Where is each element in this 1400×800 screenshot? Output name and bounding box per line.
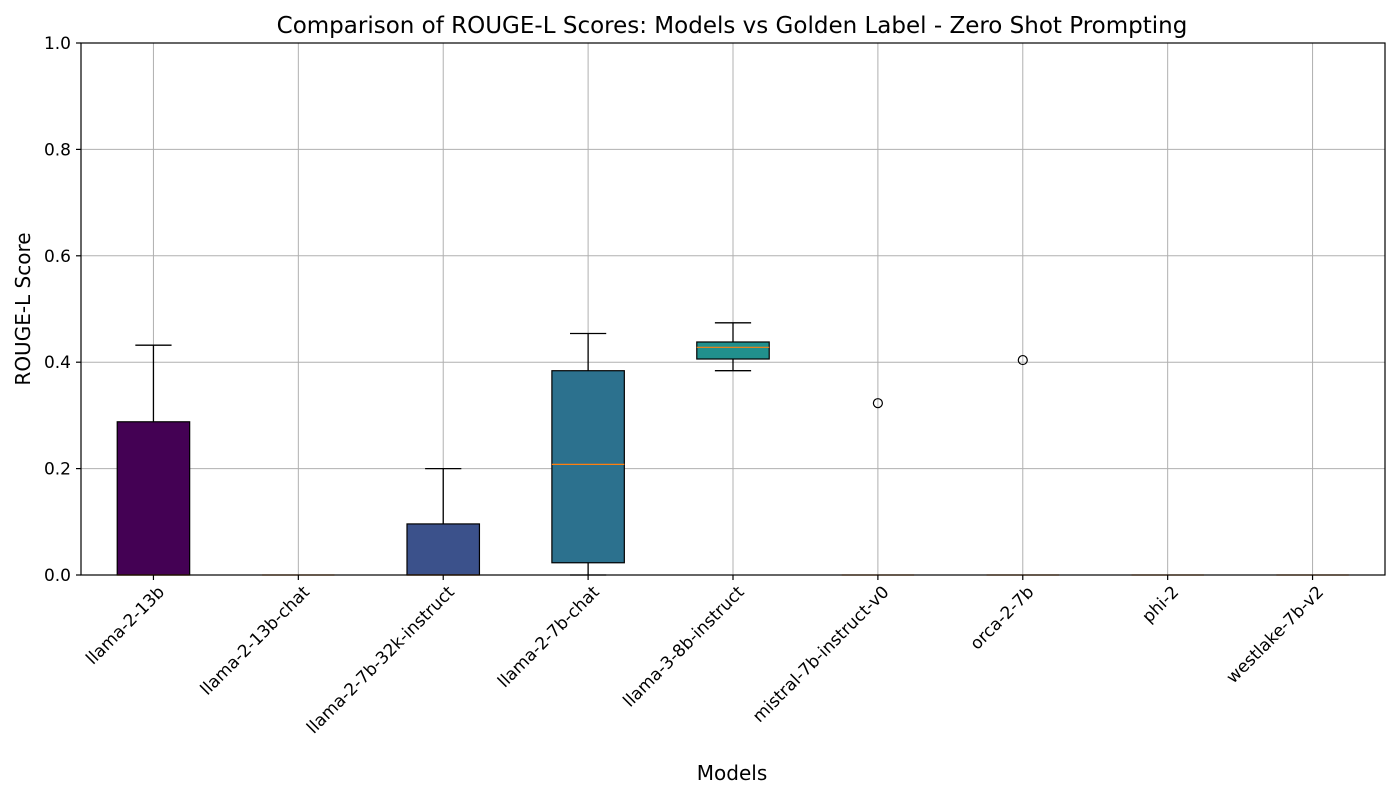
box-body bbox=[406, 523, 481, 576]
x-tick-label: orca-2-7b bbox=[967, 582, 1039, 654]
x-tick-label: llama-3-8b-instruct bbox=[620, 582, 749, 711]
outlier-point bbox=[872, 398, 883, 409]
y-tick-label: 1.0 bbox=[44, 34, 71, 54]
box-llama-2-13b bbox=[116, 344, 191, 576]
grid-layer bbox=[81, 42, 1385, 576]
x-tick-label: llama-2-7b-chat bbox=[494, 582, 604, 692]
y-tick-label: 0.6 bbox=[44, 247, 71, 267]
x-tick-label: phi-2 bbox=[1138, 582, 1183, 627]
x-tick-label: llama-2-7b-32k-instruct bbox=[303, 582, 459, 738]
y-axis-ticks: 0.0 0.2 0.4 0.6 0.8 1.0 bbox=[44, 34, 81, 586]
box-llama-3-8b-instruct bbox=[696, 322, 770, 372]
box-llama-2-7b-chat bbox=[551, 332, 625, 576]
chart-title: Comparison of ROUGE-L Scores: Models vs … bbox=[277, 13, 1188, 39]
box-llama-2-7b-32k-instruct bbox=[406, 467, 481, 576]
y-tick-label: 0.2 bbox=[44, 460, 71, 480]
y-tick-label: 0.8 bbox=[44, 140, 71, 160]
y-tick-label: 0.4 bbox=[44, 353, 71, 373]
x-tick-label: westlake-7b-v2 bbox=[1223, 582, 1328, 687]
box-body bbox=[551, 370, 625, 564]
box-body bbox=[696, 341, 770, 360]
y-axis-label: ROUGE-L Score bbox=[11, 232, 35, 385]
outlier-point bbox=[1017, 354, 1028, 366]
x-tick-label: mistral-7b-instruct-v0 bbox=[749, 582, 893, 726]
y-tick-label: 0.0 bbox=[44, 566, 71, 586]
box-body bbox=[116, 421, 191, 576]
x-tick-label: llama-2-13b-chat bbox=[197, 582, 314, 699]
x-axis-label: Models bbox=[697, 761, 767, 785]
x-axis-ticks: llama-2-13b llama-2-13b-chatllama-2-7b-32… bbox=[82, 575, 1328, 738]
x-tick-label: llama-2-13b bbox=[82, 582, 169, 669]
